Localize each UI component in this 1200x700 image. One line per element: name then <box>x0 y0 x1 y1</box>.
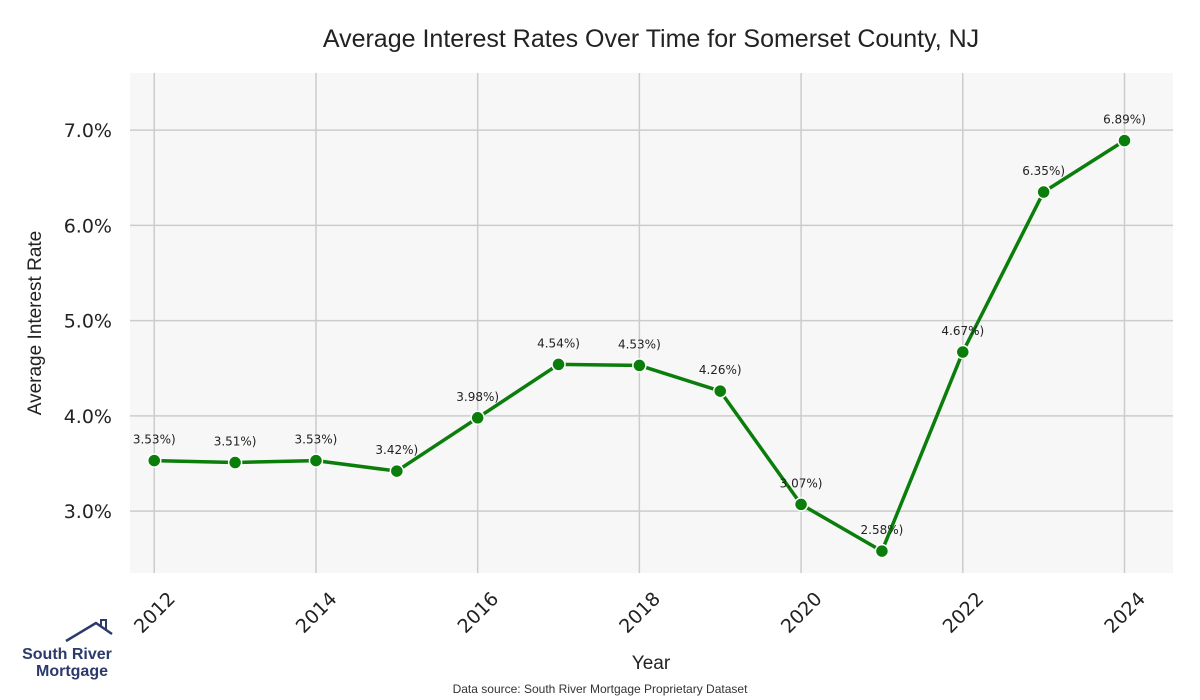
data-point <box>308 453 324 468</box>
data-label: 4.67%) <box>941 324 984 338</box>
data-point <box>793 497 809 512</box>
x-axis-ticks: 2012 2014 2016 2018 2020 2022 2024 <box>130 588 1150 638</box>
x-tick-label: 2014 <box>292 588 342 638</box>
chart-title: Average Interest Rates Over Time for Som… <box>323 25 979 53</box>
data-point <box>632 358 647 373</box>
logo-line-1: South River <box>22 646 112 663</box>
y-tick-label: 5.0% <box>64 311 112 333</box>
data-label: 3.42%) <box>375 443 418 457</box>
data-point <box>874 543 890 559</box>
plot-background <box>130 73 1173 573</box>
data-point <box>955 344 971 360</box>
house-icon <box>65 619 113 643</box>
data-source-note: Data source: South River Mortgage Propri… <box>453 682 748 696</box>
y-axis-ticks: 3.0% 4.0% 5.0% 6.0% 7.0% <box>64 120 112 523</box>
data-label: 3.53%) <box>295 433 338 447</box>
data-points <box>147 133 1132 559</box>
data-label: 4.54%) <box>537 336 580 350</box>
data-label: 3.51%) <box>214 435 257 449</box>
data-point <box>1117 133 1132 148</box>
y-tick-label: 3.0% <box>64 501 112 523</box>
data-label: 6.35%) <box>1022 164 1065 178</box>
logo-line-2: Mortgage <box>36 663 108 680</box>
data-label: 2.58%) <box>861 523 904 537</box>
data-label: 4.53%) <box>618 337 661 351</box>
data-point <box>147 453 162 468</box>
x-tick-label: 2012 <box>130 588 180 638</box>
y-axis-title: Average Interest Rate <box>25 231 46 415</box>
x-tick-label: 2018 <box>615 588 665 638</box>
data-label: 3.98%) <box>456 390 499 404</box>
grid-lines <box>130 73 1173 573</box>
data-point <box>470 410 485 426</box>
y-tick-label: 4.0% <box>64 406 112 428</box>
y-tick-label: 6.0% <box>64 215 112 237</box>
x-axis-title: Year <box>632 653 671 674</box>
x-tick-label: 2020 <box>777 588 827 638</box>
x-tick-label: 2016 <box>453 588 503 638</box>
x-tick-label: 2024 <box>1100 588 1150 638</box>
data-point <box>712 383 728 399</box>
data-label: 3.07%) <box>780 476 823 490</box>
data-label: 6.89%) <box>1103 113 1146 127</box>
x-tick-label: 2022 <box>939 588 989 638</box>
data-labels: 3.53%) 3.51%) 3.53%) 3.42%) 3.98%) 4.54%) 4.53… <box>133 113 1146 537</box>
y-tick-label: 7.0% <box>64 120 112 142</box>
logo: South River Mortgage <box>22 619 113 680</box>
data-point <box>1036 184 1051 200</box>
data-point <box>227 455 243 470</box>
data-point <box>389 463 405 479</box>
data-point <box>551 357 566 372</box>
data-label: 4.26%) <box>699 363 742 377</box>
data-label: 3.53%) <box>133 433 176 447</box>
